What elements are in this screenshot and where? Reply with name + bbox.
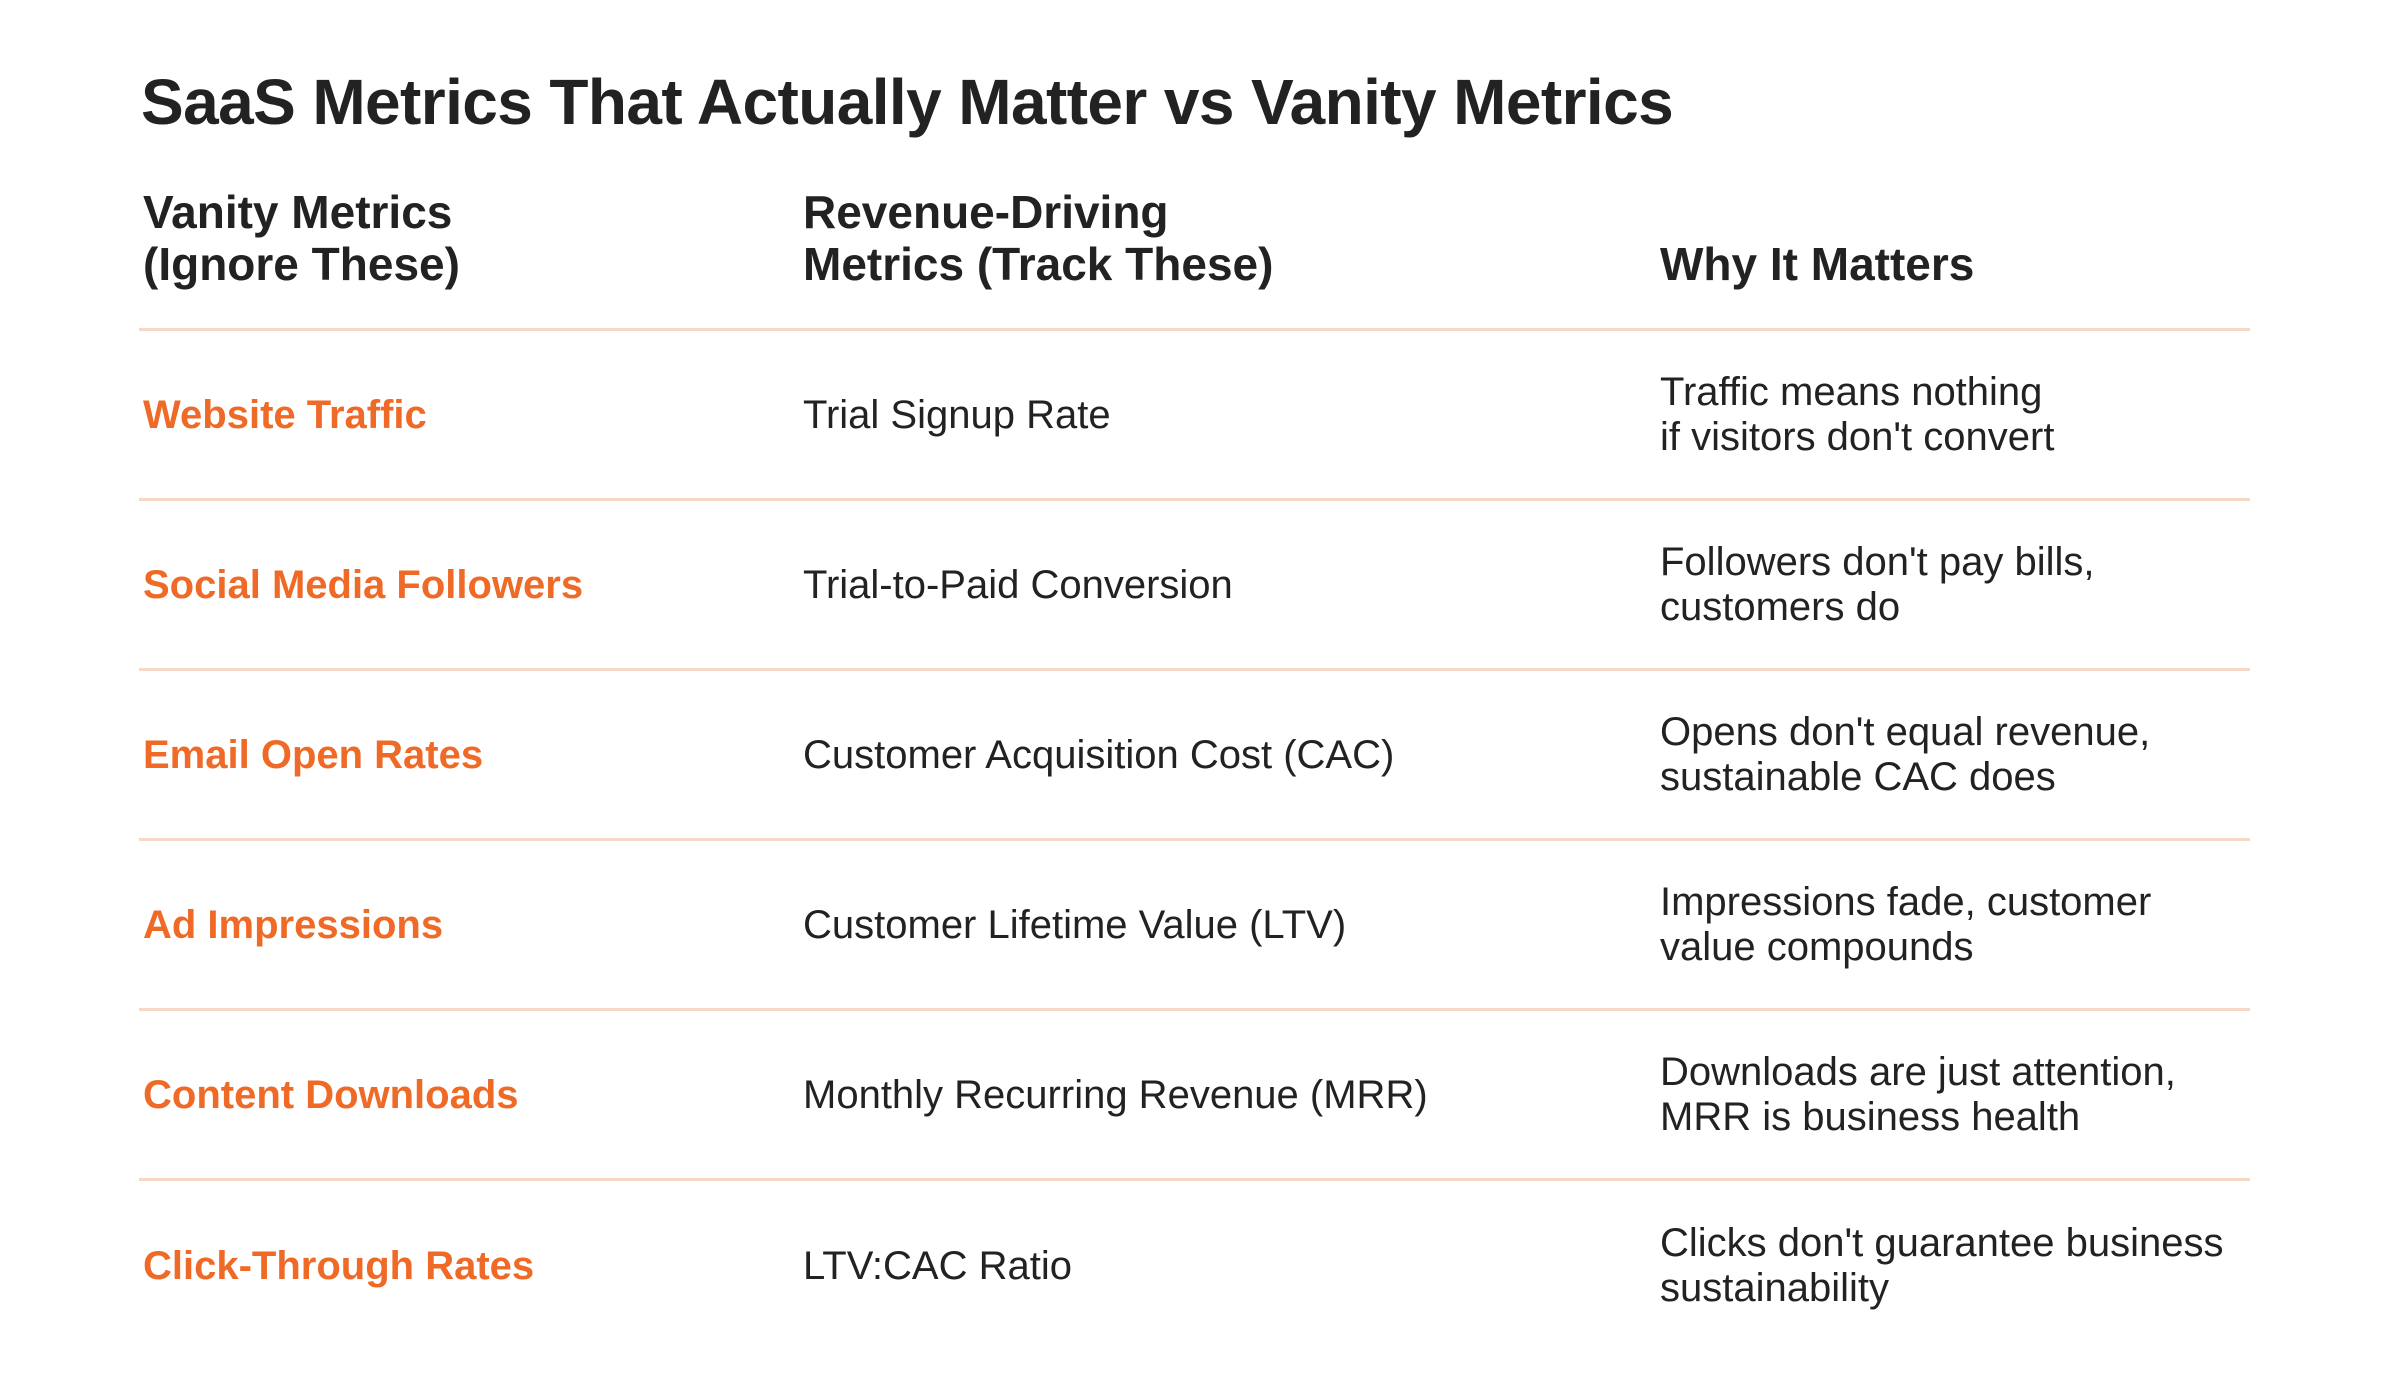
header-cell-vanity: Vanity Metrics (Ignore These) [143,180,783,290]
revenue-metric: LTV:CAC Ratio [803,1244,1072,1288]
revenue-cell: Customer Lifetime Value (LTV) [803,841,1643,1008]
why-cell: Opens don't equal revenue, sustainable C… [1660,671,2250,838]
revenue-cell: Trial Signup Rate [803,331,1643,498]
header-cell-revenue: Revenue-Driving Metrics (Track These) [803,180,1643,290]
why-it-matters-text: Impressions fade, customer value compoun… [1660,879,2152,969]
revenue-metric: Customer Acquisition Cost (CAC) [803,732,1395,777]
vanity-cell: Content Downloads [143,1011,783,1178]
why-it-matters-text: Followers don't pay bills, customers do [1660,539,2095,629]
why-it-matters-text: Downloads are just attention, MRR is bus… [1660,1049,2176,1139]
why-it-matters-text: Traffic means nothing if visitors don't … [1660,369,2055,459]
revenue-metric: Trial Signup Rate [803,392,1111,437]
why-cell: Followers don't pay bills, customers do [1660,501,2250,668]
column-header-vanity-metrics: Vanity Metrics (Ignore These) [143,186,460,290]
metrics-comparison-table: Vanity Metrics (Ignore These) Revenue-Dr… [139,180,2250,1351]
revenue-cell: Monthly Recurring Revenue (MRR) [803,1011,1643,1178]
revenue-cell: Trial-to-Paid Conversion [803,501,1643,668]
vanity-metric: Ad Impressions [143,902,444,947]
table-row: Social Media Followers Trial-to-Paid Con… [139,501,2250,671]
why-it-matters-text: Opens don't equal revenue, sustainable C… [1660,709,2151,799]
revenue-cell: LTV:CAC Ratio [803,1181,1643,1351]
revenue-metric: Customer Lifetime Value (LTV) [803,902,1347,947]
table-row: Click-Through Rates LTV:CAC Ratio Clicks… [139,1181,2250,1351]
table-row: Content Downloads Monthly Recurring Reve… [139,1011,2250,1181]
column-header-why-it-matters: Why It Matters [1660,238,1975,290]
revenue-cell: Customer Acquisition Cost (CAC) [803,671,1643,838]
table-row: Email Open Rates Customer Acquisition Co… [139,671,2250,841]
why-cell: Traffic means nothing if visitors don't … [1660,331,2250,498]
vanity-cell: Click-Through Rates [143,1181,783,1351]
why-cell: Clicks don't guarantee business sustaina… [1660,1181,2250,1351]
table-row: Website Traffic Trial Signup Rate Traffi… [139,331,2250,501]
page-title: SaaS Metrics That Actually Matter vs Van… [141,66,1674,138]
vanity-cell: Email Open Rates [143,671,783,838]
why-it-matters-text: Clicks don't guarantee business sustaina… [1660,1221,2224,1310]
why-cell: Downloads are just attention, MRR is bus… [1660,1011,2250,1178]
vanity-cell: Social Media Followers [143,501,783,668]
vanity-cell: Website Traffic [143,331,783,498]
revenue-metric: Trial-to-Paid Conversion [803,562,1233,607]
vanity-metric: Click-Through Rates [143,1244,535,1288]
column-header-revenue-metrics: Revenue-Driving Metrics (Track These) [803,186,1274,290]
header-cell-why: Why It Matters [1660,180,2250,290]
table-header-row: Vanity Metrics (Ignore These) Revenue-Dr… [139,180,2250,331]
vanity-metric: Email Open Rates [143,732,484,777]
table-row: Ad Impressions Customer Lifetime Value (… [139,841,2250,1011]
why-cell: Impressions fade, customer value compoun… [1660,841,2250,1008]
vanity-metric: Website Traffic [143,392,427,437]
vanity-cell: Ad Impressions [143,841,783,1008]
vanity-metric: Content Downloads [143,1072,519,1117]
vanity-metric: Social Media Followers [143,562,584,607]
revenue-metric: Monthly Recurring Revenue (MRR) [803,1072,1428,1117]
